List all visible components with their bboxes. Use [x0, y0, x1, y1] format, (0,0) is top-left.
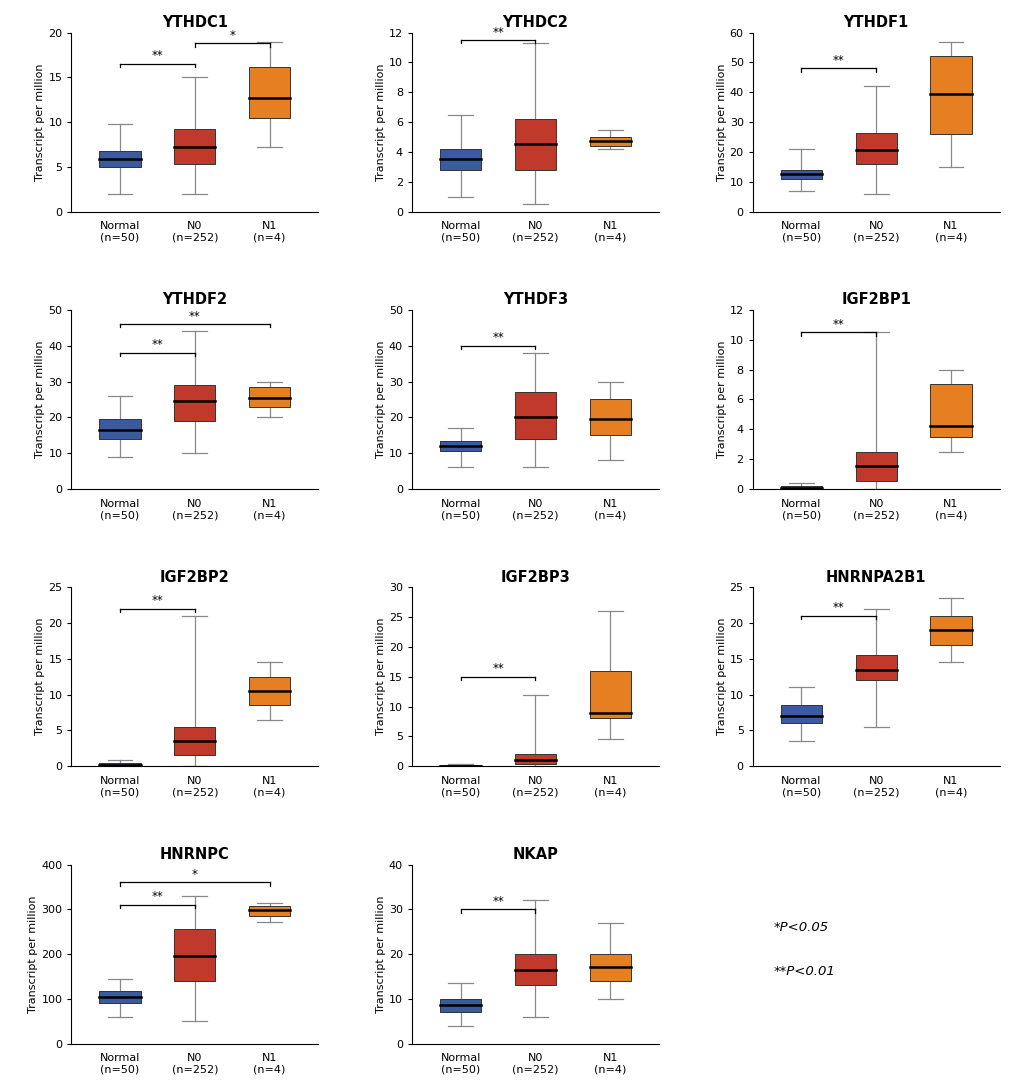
Y-axis label: Transcript per million: Transcript per million	[376, 896, 386, 1013]
Bar	[100, 763, 141, 766]
Bar	[515, 392, 555, 439]
Title: YTHDF2: YTHDF2	[162, 292, 227, 308]
Title: YTHDF3: YTHDF3	[502, 292, 568, 308]
Bar	[439, 440, 481, 451]
Bar	[174, 727, 215, 755]
Bar	[439, 149, 481, 170]
Text: **: **	[189, 310, 201, 323]
Title: YTHDF1: YTHDF1	[843, 15, 908, 30]
Text: **: **	[833, 601, 844, 614]
Text: **: **	[492, 895, 503, 908]
Y-axis label: Transcript per million: Transcript per million	[36, 340, 46, 458]
Y-axis label: Transcript per million: Transcript per million	[716, 340, 727, 458]
Bar	[249, 66, 290, 117]
Bar	[855, 655, 896, 680]
Bar	[439, 999, 481, 1012]
Bar	[174, 129, 215, 164]
Title: YTHDC2: YTHDC2	[502, 15, 568, 30]
Y-axis label: Transcript per million: Transcript per million	[716, 63, 727, 180]
Y-axis label: Transcript per million: Transcript per million	[376, 340, 386, 458]
Text: **: **	[152, 338, 163, 351]
Y-axis label: Transcript per million: Transcript per million	[376, 63, 386, 180]
Y-axis label: Transcript per million: Transcript per million	[36, 619, 46, 736]
Bar	[780, 170, 821, 178]
Bar	[515, 754, 555, 764]
Bar	[780, 705, 821, 723]
Bar	[174, 385, 215, 421]
Text: **: **	[152, 890, 163, 903]
Y-axis label: Transcript per million: Transcript per million	[376, 619, 386, 736]
Text: **: **	[152, 595, 163, 608]
Text: **: **	[833, 54, 844, 67]
Title: YTHDC1: YTHDC1	[162, 15, 227, 30]
Y-axis label: Transcript per million: Transcript per million	[36, 63, 46, 180]
Text: **: **	[492, 332, 503, 345]
Bar	[589, 954, 631, 980]
Text: **: **	[833, 317, 844, 330]
Title: IGF2BP2: IGF2BP2	[160, 570, 229, 585]
Text: **: **	[492, 662, 503, 675]
Bar	[929, 616, 970, 645]
Bar	[100, 420, 141, 439]
Title: IGF2BP1: IGF2BP1	[841, 292, 910, 308]
Text: *: *	[229, 29, 235, 42]
Title: HNRNPA2B1: HNRNPA2B1	[825, 570, 925, 585]
Y-axis label: Transcript per million: Transcript per million	[716, 619, 727, 736]
Text: **: **	[492, 26, 503, 39]
Text: *P<0.05: *P<0.05	[772, 921, 827, 934]
Text: **: **	[152, 50, 163, 62]
Y-axis label: Transcript per million: Transcript per million	[29, 896, 39, 1013]
Text: *: *	[192, 869, 198, 882]
Bar	[100, 990, 141, 1003]
Bar	[515, 954, 555, 986]
Bar	[929, 57, 970, 134]
Bar	[249, 677, 290, 705]
Bar	[249, 905, 290, 916]
Title: IGF2BP3: IGF2BP3	[500, 570, 570, 585]
Bar	[855, 133, 896, 164]
Title: NKAP: NKAP	[513, 847, 557, 862]
Bar	[589, 671, 631, 719]
Bar	[855, 451, 896, 482]
Bar	[589, 399, 631, 435]
Bar	[249, 387, 290, 407]
Bar	[589, 137, 631, 146]
Bar	[100, 151, 141, 166]
Bar	[929, 385, 970, 437]
Bar	[515, 120, 555, 170]
Bar	[780, 486, 821, 488]
Bar	[174, 929, 215, 980]
Text: **P<0.01: **P<0.01	[772, 965, 835, 978]
Title: HNRNPC: HNRNPC	[160, 847, 229, 862]
